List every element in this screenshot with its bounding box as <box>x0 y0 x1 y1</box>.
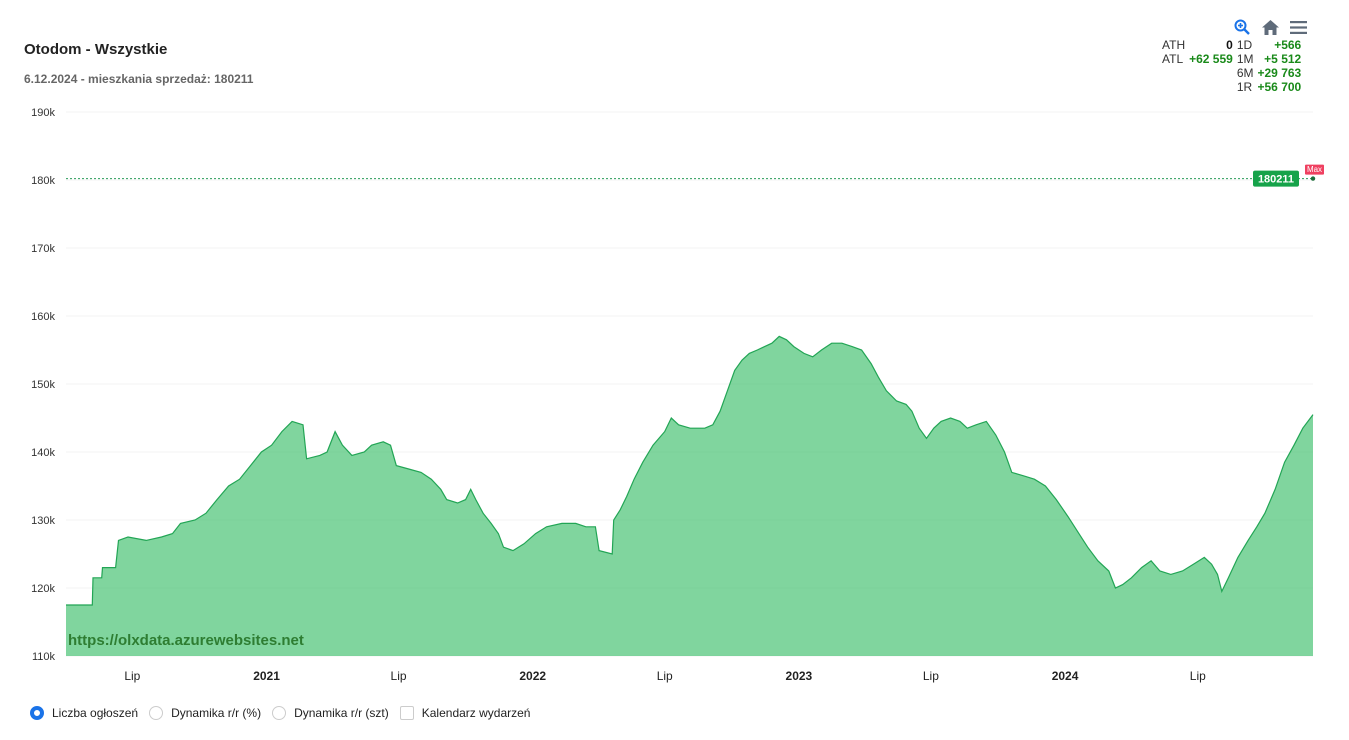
r1-label: 1R <box>1236 80 1253 94</box>
legend-kalendarz[interactable]: Kalendarz wydarzeń <box>399 706 531 720</box>
chart-title: Otodom - Wszystkie <box>24 41 168 58</box>
legend-dynamika-procent[interactable]: Dynamika r/r (%) <box>149 706 261 720</box>
x-tick-label: Lip <box>391 669 407 683</box>
y-tick-label: 180k <box>31 175 55 187</box>
x-tick-label: Lip <box>657 669 673 683</box>
radio-selected[interactable] <box>30 706 44 720</box>
m1-label: 1M <box>1236 52 1254 66</box>
zoom-in-icon[interactable] <box>1231 17 1253 37</box>
x-tick-label: Lip <box>923 669 939 683</box>
d1-label: 1D <box>1236 38 1253 52</box>
y-tick-label: 170k <box>31 243 55 255</box>
m1-value: +5 512 <box>1264 52 1302 66</box>
y-tick-label: 160k <box>31 311 55 323</box>
x-tick-label: Lip <box>124 669 140 683</box>
reference-label-bg <box>1253 170 1299 187</box>
checkbox[interactable] <box>399 706 414 720</box>
y-tick-label: 190k <box>31 107 55 119</box>
max-point <box>1310 176 1316 181</box>
atl-value: +62 559 <box>1189 52 1233 66</box>
ath-value: 0 <box>1226 38 1233 52</box>
max-marker-label: Max <box>1307 165 1322 174</box>
x-tick-label: Lip <box>1190 669 1206 683</box>
legend-label: Liczba ogłoszeń <box>52 706 139 720</box>
r1-value: +56 700 <box>1257 80 1302 94</box>
y-tick-label: 140k <box>31 447 55 459</box>
series-line <box>66 335 1314 606</box>
m6-value: +29 763 <box>1257 66 1302 80</box>
x-tick-label: 2021 <box>253 669 280 683</box>
chart-subtitle: 6.12.2024 - mieszkania sprzedaż: 180211 <box>24 72 254 86</box>
atl-label: ATL <box>1162 52 1184 66</box>
ath-label: ATH <box>1162 38 1186 52</box>
stats-panel: ATH 0 1D +566 ATL +62 559 1M +5 512 6M +… <box>1160 38 1303 94</box>
max-marker-bg <box>1305 164 1324 175</box>
area-fill <box>66 336 1313 656</box>
chart-legend: Liczba ogłoszeń Dynamika r/r (%) Dynamik… <box>30 706 541 720</box>
y-tick-label: 130k <box>31 515 55 527</box>
x-tick-label: 2023 <box>786 669 813 683</box>
legend-liczba-ogloszen[interactable]: Liczba ogłoszeń <box>30 706 138 720</box>
y-tick-label: 110k <box>32 651 56 663</box>
y-tick-label: 150k <box>31 379 55 391</box>
home-icon[interactable] <box>1259 17 1281 37</box>
menu-icon[interactable] <box>1287 17 1309 37</box>
m6-label: 6M <box>1236 66 1254 80</box>
chart-toolbar <box>1231 17 1309 37</box>
x-tick-label: 2024 <box>1052 669 1079 683</box>
legend-label: Kalendarz wydarzeń <box>421 706 531 720</box>
d1-value: +566 <box>1274 38 1302 52</box>
radio[interactable] <box>272 706 287 720</box>
reference-label: 180211 <box>1258 174 1294 186</box>
legend-label: Dynamika r/r (szt) <box>294 706 389 720</box>
x-tick-label: 2022 <box>519 669 546 683</box>
watermark-url: https://olxdata.azurewebsites.net <box>68 632 304 649</box>
legend-label: Dynamika r/r (%) <box>171 706 262 720</box>
radio[interactable] <box>149 706 164 720</box>
y-tick-label: 120k <box>31 583 55 595</box>
legend-dynamika-szt[interactable]: Dynamika r/r (szt) <box>272 706 389 720</box>
